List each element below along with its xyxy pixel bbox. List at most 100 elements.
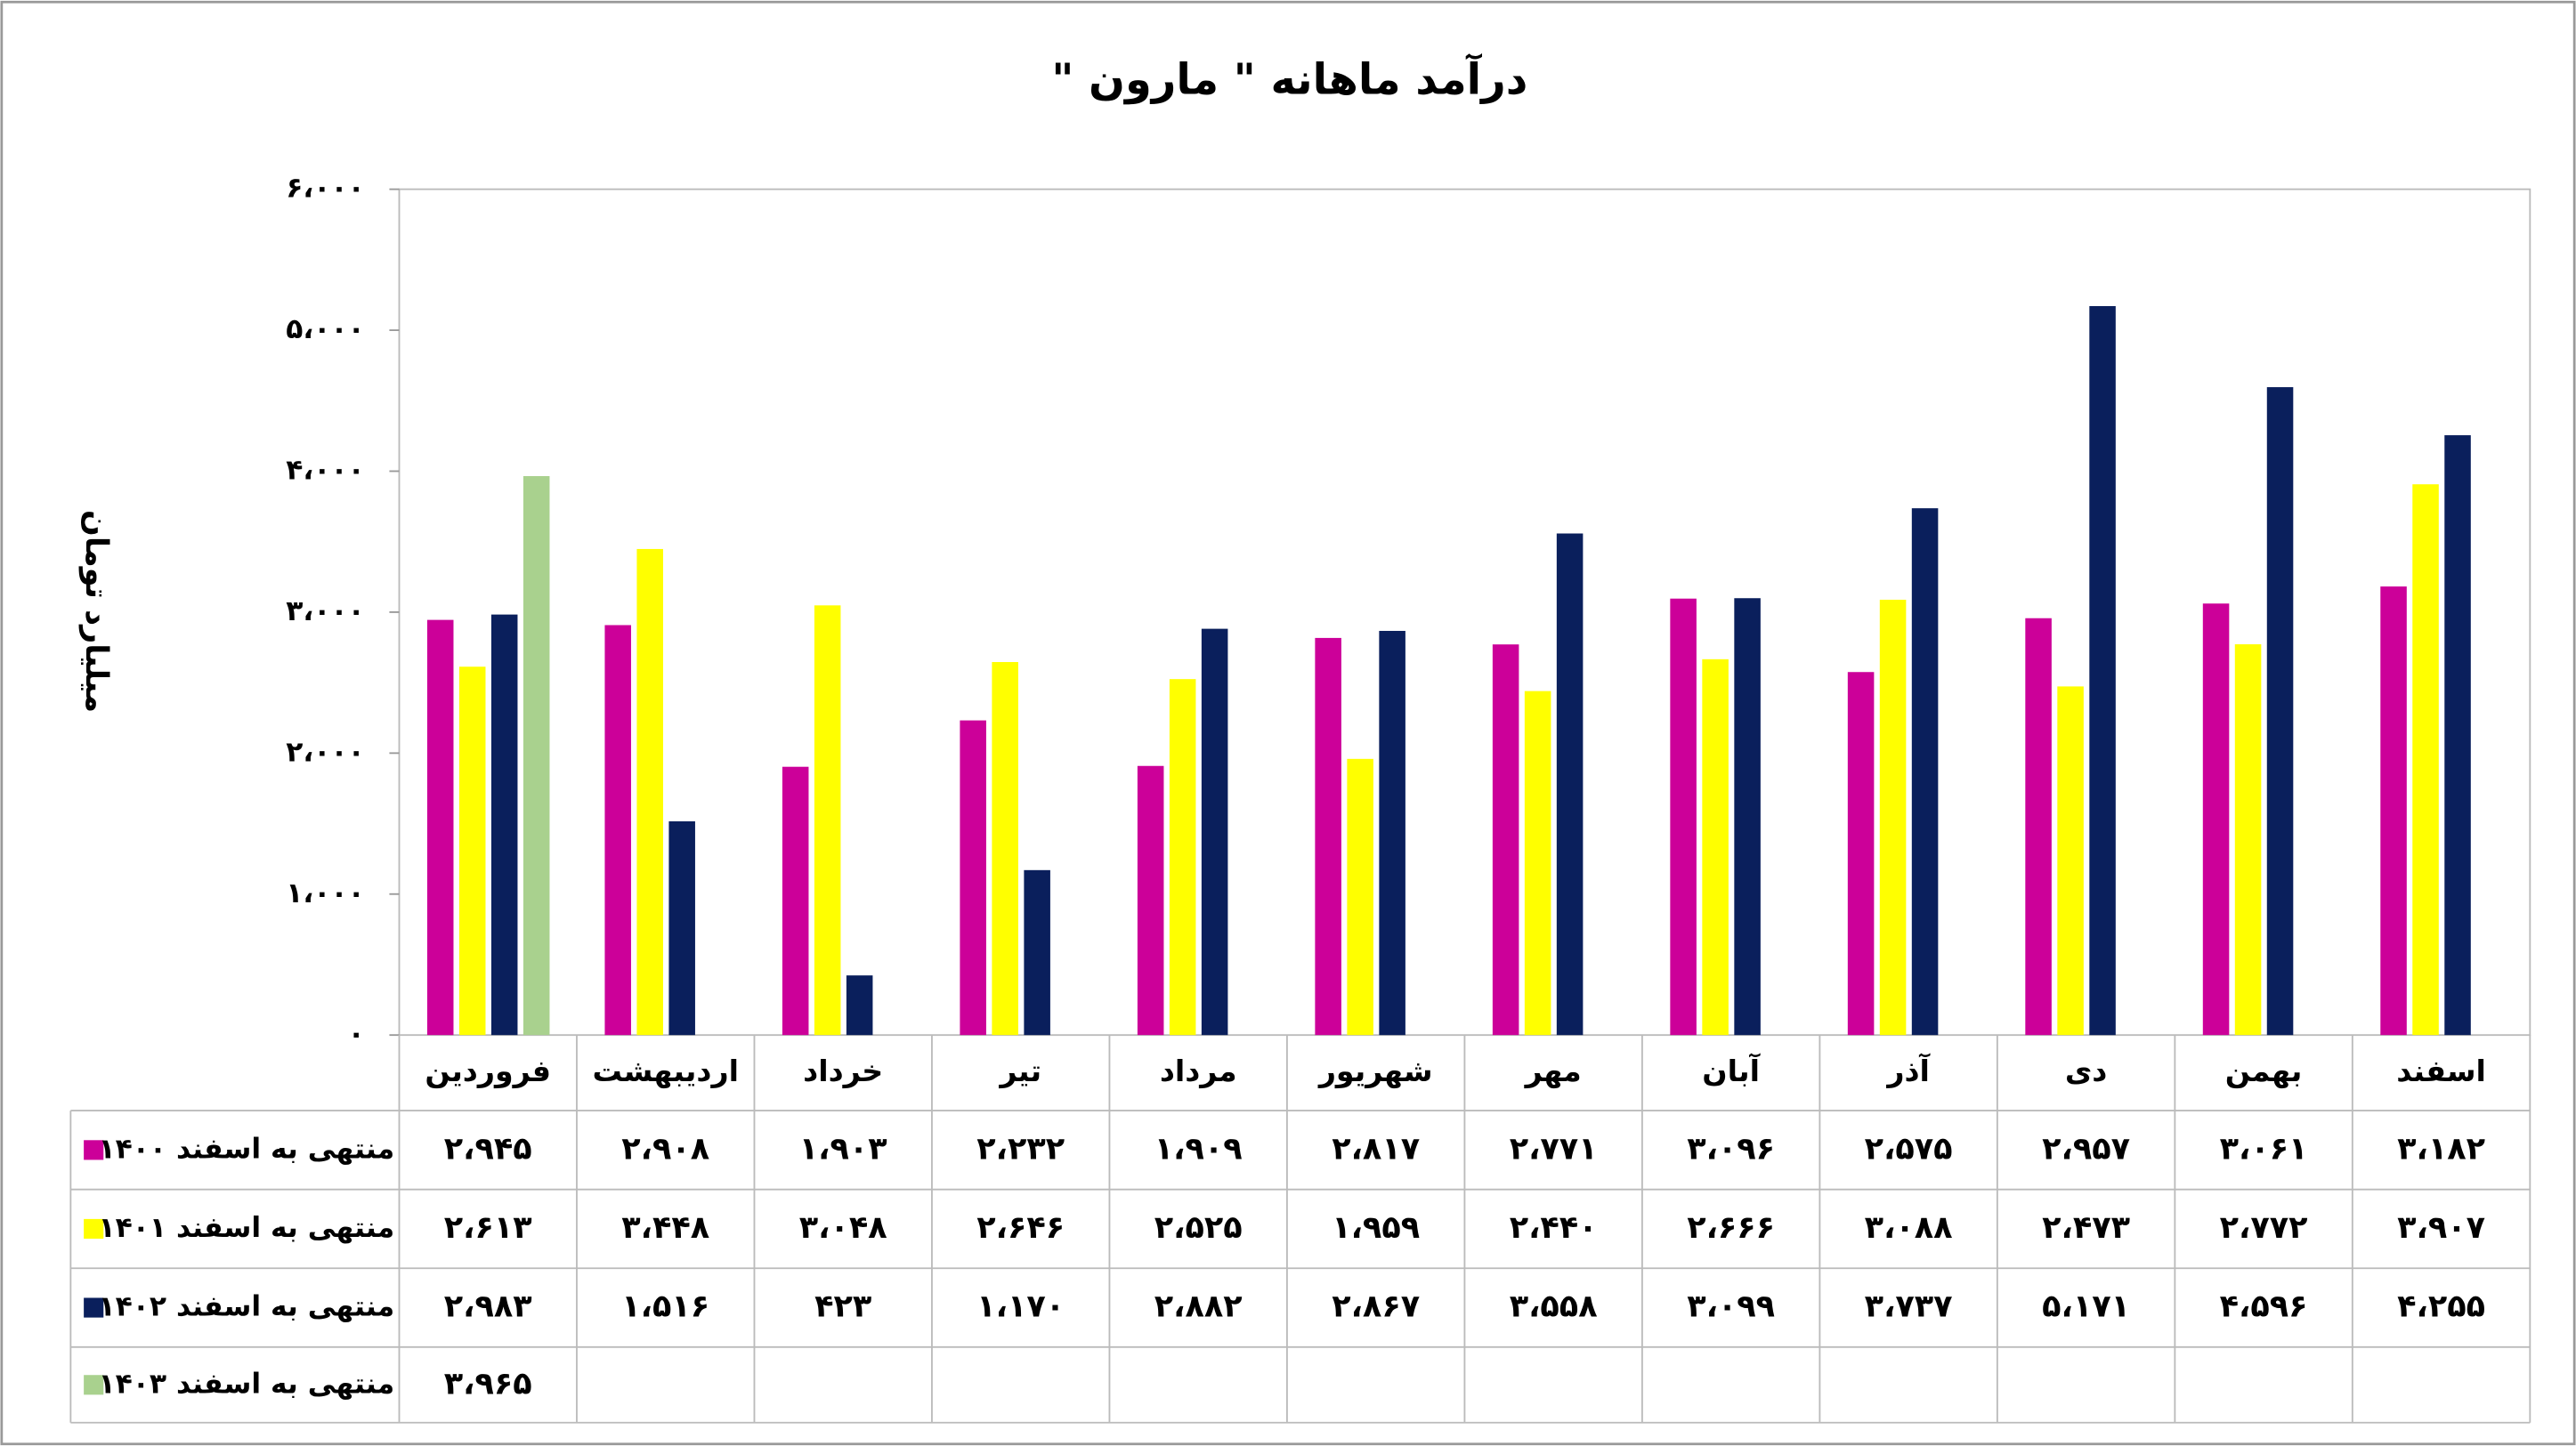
y-tick-label: ۵،۰۰۰: [286, 313, 364, 345]
bar: [458, 666, 486, 1036]
bar: [2412, 484, 2439, 1036]
bar: [668, 821, 695, 1036]
x-tick-label: فروردین: [425, 1054, 551, 1089]
x-tick-label: مهر: [1524, 1054, 1582, 1089]
table-value: ۲،۶۱۳: [444, 1209, 532, 1246]
bar: [1670, 598, 1697, 1036]
bar: [2266, 387, 2294, 1036]
bar: [1315, 637, 1341, 1036]
table-value: ۳،۷۳۷: [1865, 1288, 1953, 1325]
table-value: ۳،۹۶۵: [444, 1365, 532, 1402]
y-tick-label: ۶،۰۰۰: [286, 173, 364, 205]
bar: [1556, 533, 1584, 1036]
legend-swatch: [84, 1140, 104, 1160]
bar: [1137, 765, 1164, 1036]
table-value: ۲،۲۳۲: [976, 1130, 1065, 1167]
bar: [2234, 644, 2262, 1036]
y-tick-label: ۱،۰۰۰: [286, 877, 364, 909]
bar: [490, 614, 518, 1036]
bar: [992, 661, 1018, 1036]
x-tick-label: دی: [2065, 1054, 2108, 1088]
x-tick-label: شهریور: [1317, 1054, 1433, 1089]
table-value: ۲،۸۸۲: [1154, 1288, 1243, 1325]
bar: [1911, 508, 1939, 1036]
bar: [2025, 618, 2052, 1036]
table-value: ۲،۶۴۶: [976, 1209, 1065, 1246]
x-tick-label: آذر: [1885, 1053, 1931, 1088]
table-value: ۲،۷۷۲: [2220, 1209, 2308, 1246]
bar: [1879, 599, 1907, 1036]
table-value: ۵،۱۷۱: [2042, 1288, 2130, 1325]
y-tick-label: ۲،۰۰۰: [286, 736, 364, 768]
table-value: ۲،۹۰۸: [621, 1130, 709, 1167]
table-value: ۱،۹۰۹: [1154, 1130, 1243, 1167]
bar: [1201, 628, 1228, 1036]
y-tick-label: ۳،۰۰۰: [286, 595, 364, 627]
bar: [522, 476, 550, 1036]
bar: [814, 605, 841, 1036]
legend-label: منتهی به اسفند ۱۴۰۱: [99, 1212, 395, 1244]
table-value: ۲،۶۶۶: [1687, 1209, 1775, 1246]
table-value: ۳،۰۸۸: [1865, 1209, 1953, 1246]
table-value: ۳،۰۶۱: [2220, 1130, 2308, 1167]
table-value: ۲،۹۵۷: [2042, 1130, 2130, 1167]
table-value: ۲،۵۲۵: [1154, 1209, 1243, 1246]
x-tick-label: خرداد: [803, 1054, 883, 1089]
table-value: ۲،۹۸۳: [444, 1288, 532, 1325]
legend-label: منتهی به اسفند ۱۴۰۲: [99, 1291, 395, 1323]
bar: [1702, 658, 1729, 1036]
table-value: ۳،۹۰۷: [2397, 1209, 2485, 1246]
table-value: ۲،۷۷۱: [1510, 1130, 1598, 1167]
bar: [1847, 672, 1875, 1036]
table-value: ۳،۴۴۸: [621, 1209, 709, 1246]
table-value: ۴،۵۹۶: [2220, 1288, 2308, 1325]
bar: [1524, 691, 1551, 1036]
legend-label: منتهی به اسفند ۱۴۰۳: [99, 1368, 395, 1400]
table-value: ۳،۰۹۶: [1687, 1130, 1775, 1167]
table-value: ۱،۹۵۹: [1332, 1209, 1420, 1246]
y-tick-label: ۴،۰۰۰: [286, 454, 364, 486]
bar: [2057, 686, 2084, 1036]
chart-title: درآمد ماهانه " مارون ": [1051, 53, 1527, 105]
x-tick-label: اسفند: [2396, 1054, 2486, 1088]
bar: [2202, 603, 2230, 1036]
legend-swatch: [84, 1297, 104, 1318]
bar: [2380, 586, 2407, 1036]
legend-swatch: [84, 1375, 104, 1395]
y-axis-title: میلیارد تومان: [78, 510, 115, 713]
bar: [1347, 758, 1373, 1036]
legend-label: منتهی به اسفند ۱۴۰۰: [99, 1133, 395, 1165]
bar: [1492, 644, 1519, 1036]
x-tick-label: اردیبهشت: [592, 1054, 739, 1089]
bar: [1379, 630, 1405, 1036]
table-value: ۴،۲۵۵: [2397, 1288, 2485, 1325]
table-value: ۱،۹۰۳: [799, 1130, 887, 1167]
table-value: ۲،۹۴۵: [444, 1130, 532, 1167]
table-value: ۳،۱۸۲: [2397, 1130, 2485, 1167]
table-value: ۱،۱۷۰: [976, 1288, 1065, 1325]
y-tick-label: ۰: [348, 1018, 365, 1050]
table-value: ۲،۵۷۵: [1865, 1130, 1953, 1167]
table-value: ۱،۵۱۶: [621, 1288, 709, 1325]
bar: [426, 619, 454, 1036]
bar: [1024, 869, 1050, 1036]
table-value: ۳،۵۵۸: [1510, 1288, 1598, 1325]
bar: [782, 766, 809, 1036]
table-value: ۴۲۳: [814, 1288, 871, 1325]
table-value: ۲،۴۴۰: [1510, 1209, 1598, 1246]
x-tick-label: تیر: [998, 1054, 1041, 1089]
legend-swatch: [84, 1218, 104, 1240]
bar: [2444, 435, 2471, 1036]
bar: [846, 975, 873, 1036]
table-value: ۳،۰۹۹: [1687, 1288, 1775, 1325]
table-value: ۳،۰۴۸: [799, 1209, 887, 1246]
table-value: ۲،۸۱۷: [1332, 1130, 1420, 1167]
bar: [1169, 679, 1196, 1036]
x-tick-label: بهمن: [2225, 1054, 2303, 1089]
bar: [604, 625, 631, 1036]
table-value: ۲،۸۶۷: [1332, 1288, 1420, 1325]
table-value: ۲،۴۷۳: [2042, 1209, 2130, 1246]
x-tick-label: مرداد: [1160, 1054, 1237, 1089]
